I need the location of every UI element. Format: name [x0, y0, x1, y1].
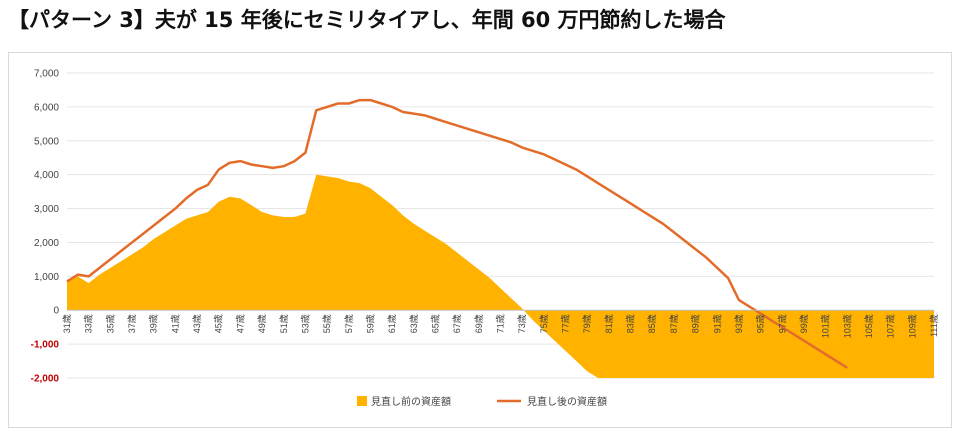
x-tick-label: 97歳 — [776, 314, 787, 333]
x-tick-label: 111歳 — [928, 314, 939, 337]
x-tick-label: 69歳 — [473, 314, 484, 333]
line-series-after — [66, 98, 848, 369]
x-tick-label: 37歳 — [126, 314, 137, 333]
x-tick-label: 95歳 — [755, 314, 766, 333]
x-tick-label: 63歳 — [408, 314, 419, 333]
page-title: 【パターン 3】夫が 15 年後にセミリタイアし、年間 60 万円節約した場合 — [8, 8, 726, 32]
x-tick-label: 41歳 — [169, 314, 180, 333]
x-tick-label: 31歳 — [61, 314, 72, 333]
x-tick-label: 75歳 — [538, 314, 549, 333]
y-tick-label: 4,000 — [34, 170, 59, 181]
y-tick-label: 3,000 — [34, 204, 59, 215]
y-tick-label: -2,000 — [31, 374, 60, 385]
y-tick-labels: -2,000 -1,000 0 1,000 2,000 3,000 4,000 5,000 6,… — [31, 69, 60, 385]
y-tick-label: 6,000 — [34, 102, 59, 113]
x-tick-label: 39歳 — [148, 314, 159, 333]
x-tick-label: 67歳 — [451, 314, 462, 333]
x-tick-label: 77歳 — [560, 314, 571, 333]
x-tick-label: 93歳 — [733, 314, 744, 333]
x-tick-label: 43歳 — [191, 314, 202, 333]
x-tick-label: 65歳 — [429, 314, 440, 333]
x-tick-label: 83歳 — [625, 314, 636, 333]
x-tick-label: 33歳 — [83, 314, 94, 333]
x-tick-label: 45歳 — [213, 314, 224, 333]
x-tick-label: 55歳 — [321, 314, 332, 333]
legend: 見直し前の資産額 見直し後の資産額 — [357, 395, 607, 408]
x-tick-label: 85歳 — [646, 314, 657, 333]
x-tick-label: 61歳 — [386, 314, 397, 333]
x-tick-label: 71歳 — [495, 314, 506, 333]
x-tick-label: 51歳 — [278, 314, 289, 333]
legend-label-after: 見直し後の資産額 — [527, 395, 607, 408]
x-tick-label: 87歳 — [668, 314, 679, 333]
x-tick-label: 99歳 — [798, 314, 809, 333]
y-tick-label: 1,000 — [34, 272, 59, 283]
x-tick-label: 109歳 — [906, 314, 917, 338]
x-tick-labels: 31歳 33歳 35歳 37歳 39歳 41歳 43歳 45歳 47歳 49歳 51歳 53歳 55歳 5… — [61, 314, 939, 338]
y-tick-label: 2,000 — [34, 238, 59, 249]
x-tick-label: 81歳 — [603, 314, 614, 333]
x-tick-label: 73歳 — [516, 314, 527, 333]
area-series-layer — [67, 174, 934, 378]
area-series-before — [67, 174, 934, 378]
x-tick-label: 79歳 — [581, 314, 592, 333]
chart-frame: -2,000 -1,000 0 1,000 2,000 3,000 4,000 5,000 6,… — [8, 52, 952, 428]
x-tick-label: 49歳 — [256, 314, 267, 333]
legend-label-before: 見直し前の資産額 — [371, 395, 451, 408]
y-tick-label: 7,000 — [34, 69, 59, 80]
x-tick-label: 107歳 — [885, 314, 896, 338]
line-series-layer — [66, 98, 848, 369]
x-tick-label: 47歳 — [234, 314, 245, 333]
legend-swatch-before — [357, 396, 367, 406]
x-tick-label: 103歳 — [841, 314, 852, 338]
x-tick-label: 89歳 — [690, 314, 701, 333]
y-tick-label: 5,000 — [34, 136, 59, 147]
x-tick-label: 35歳 — [104, 314, 115, 333]
x-tick-label: 59歳 — [364, 314, 375, 333]
y-tick-label: 0 — [53, 306, 59, 317]
x-tick-label: 53歳 — [299, 314, 310, 333]
y-tick-label: -1,000 — [31, 340, 60, 351]
asset-chart: -2,000 -1,000 0 1,000 2,000 3,000 4,000 5,000 6,… — [31, 69, 939, 409]
x-tick-label: 57歳 — [343, 314, 354, 333]
x-tick-label: 101歳 — [820, 314, 831, 338]
x-tick-label: 91歳 — [711, 314, 722, 333]
x-tick-label: 105歳 — [863, 314, 874, 338]
